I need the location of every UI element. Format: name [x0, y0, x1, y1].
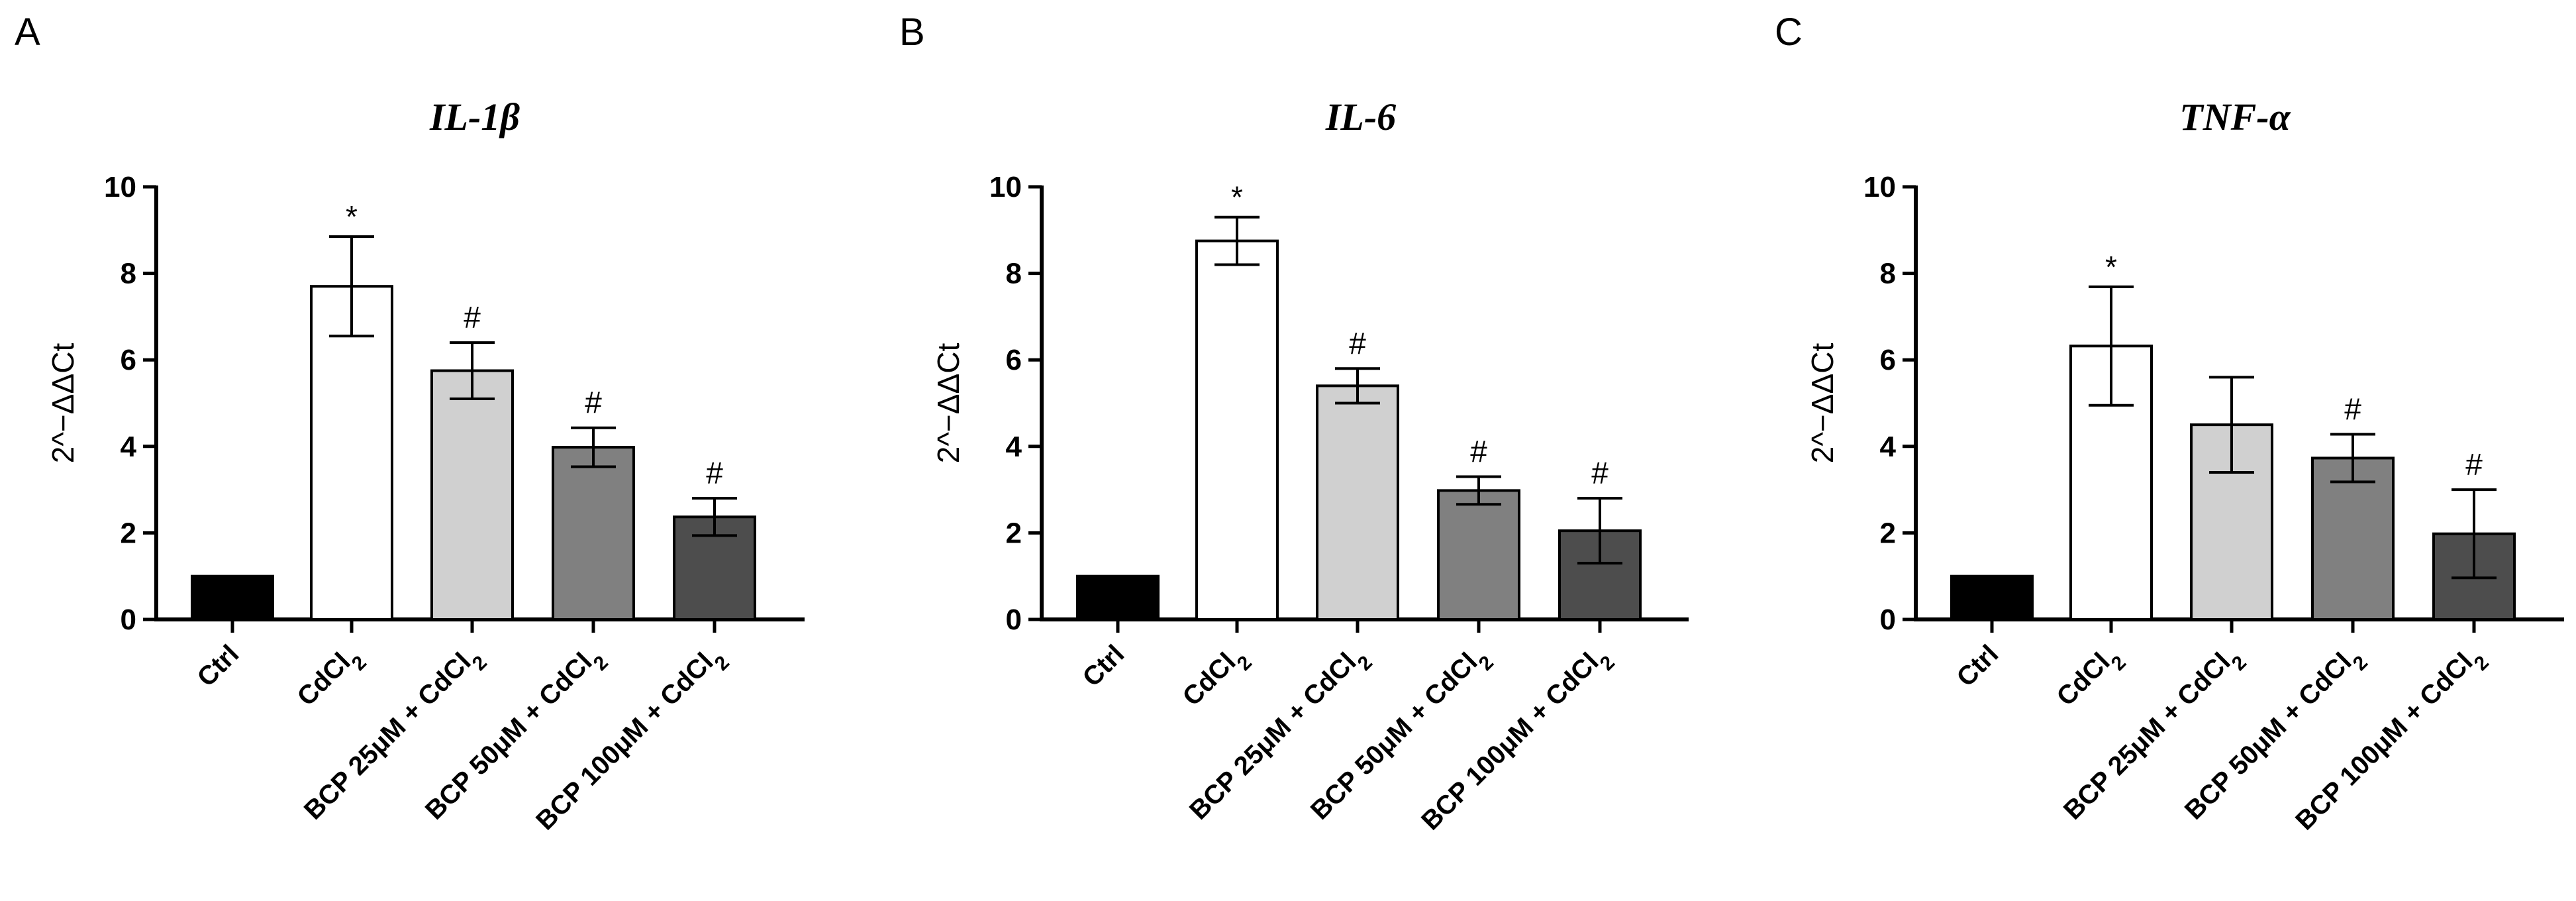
bar	[191, 574, 274, 621]
y-tick-label: 8	[121, 258, 136, 290]
y-tick-label: 10	[989, 171, 1022, 203]
bar	[1950, 574, 2034, 621]
bar	[1195, 239, 1279, 621]
y-tick-label: 6	[121, 344, 136, 376]
category-label: Ctrl	[1952, 639, 2005, 692]
significance-mark: *	[1231, 180, 1243, 215]
y-tick-label: 6	[1880, 344, 1896, 376]
significance-mark: #	[1591, 456, 1609, 490]
y-tick-label: 2	[1880, 517, 1896, 549]
y-tick-label: 10	[1863, 171, 1896, 203]
significance-mark: #	[464, 300, 481, 335]
category-label: CdCl2	[291, 639, 370, 718]
y-tick-label: 0	[1006, 604, 1022, 636]
bar	[2311, 456, 2395, 621]
panel-letter: C	[1775, 11, 1803, 54]
bar	[1316, 384, 1399, 621]
significance-mark: *	[346, 199, 358, 234]
category-label: CdCl2	[1177, 639, 1256, 718]
significance-mark: *	[2105, 250, 2117, 284]
y-tick-label: 4	[1006, 431, 1022, 463]
y-tick-label: 4	[1880, 431, 1897, 463]
y-tick-label: 6	[1006, 344, 1022, 376]
category-label: Ctrl	[192, 639, 245, 692]
y-axis-label: 2^−ΔΔCt	[1805, 343, 1840, 464]
bar	[430, 369, 514, 621]
y-tick-label: 2	[1006, 517, 1022, 549]
significance-mark: #	[2344, 392, 2361, 427]
bar	[310, 285, 393, 621]
significance-mark: #	[1470, 435, 1487, 469]
y-tick-label: 8	[1006, 258, 1022, 290]
y-tick-label: 4	[121, 431, 137, 463]
y-tick-label: 8	[1880, 258, 1896, 290]
significance-mark: #	[2465, 447, 2483, 482]
bar	[1076, 574, 1160, 621]
significance-mark: #	[706, 456, 723, 490]
y-tick-label: 0	[1880, 604, 1896, 636]
panel-letter: A	[15, 11, 40, 54]
category-label: Ctrl	[1077, 639, 1130, 692]
bar	[552, 446, 635, 621]
y-tick-label: 0	[121, 604, 136, 636]
panel-letter: B	[899, 11, 925, 54]
significance-mark: #	[1349, 326, 1366, 360]
significance-mark: #	[585, 386, 602, 420]
chart-title: IL-6	[1325, 95, 1396, 138]
chart-title: TNF-α	[2179, 95, 2291, 138]
y-tick-label: 2	[121, 517, 136, 549]
bar	[1437, 489, 1520, 621]
category-label: CdCl2	[2051, 639, 2130, 718]
chart-title: IL-1β	[429, 95, 520, 138]
y-axis-label: 2^−ΔΔCt	[931, 343, 966, 464]
y-axis-label: 2^−ΔΔCt	[46, 343, 80, 464]
y-tick-label: 10	[104, 171, 136, 203]
